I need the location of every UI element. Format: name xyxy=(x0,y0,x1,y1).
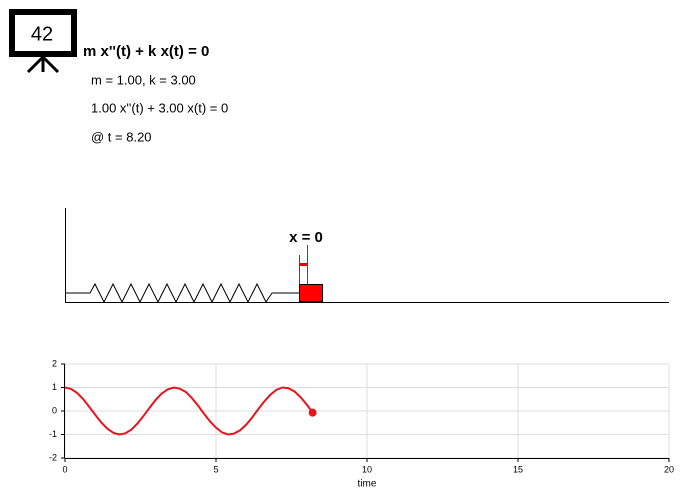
x-tick-label: 5 xyxy=(213,464,218,474)
y-tick-label: -2 xyxy=(49,452,57,462)
params: m = 1.00, k = 3.00 xyxy=(91,72,196,87)
current-point xyxy=(308,408,317,417)
position-label: x = 0 xyxy=(289,229,323,246)
series-line xyxy=(64,386,314,436)
title: m x''(t) + k x(t) = 0 xyxy=(83,43,209,60)
y-tick-label: 1 xyxy=(52,382,57,392)
x-tick-label: 20 xyxy=(664,464,674,474)
spring-diagram xyxy=(65,208,669,304)
y-tick-label: 0 xyxy=(52,405,57,415)
y-tick-label: -1 xyxy=(49,429,57,439)
equation: 1.00 x''(t) + 3.00 x(t) = 0 xyxy=(91,100,228,115)
logo: 42 xyxy=(9,9,77,74)
x-tick-label: 15 xyxy=(513,464,523,474)
x-axis-label: time xyxy=(358,479,377,490)
time: @ t = 8.20 xyxy=(91,129,152,144)
logo-text: 42 xyxy=(31,23,53,45)
x-tick-label: 10 xyxy=(362,464,372,474)
x-tick-label: 0 xyxy=(62,464,67,474)
y-tick-label: 2 xyxy=(52,358,57,368)
